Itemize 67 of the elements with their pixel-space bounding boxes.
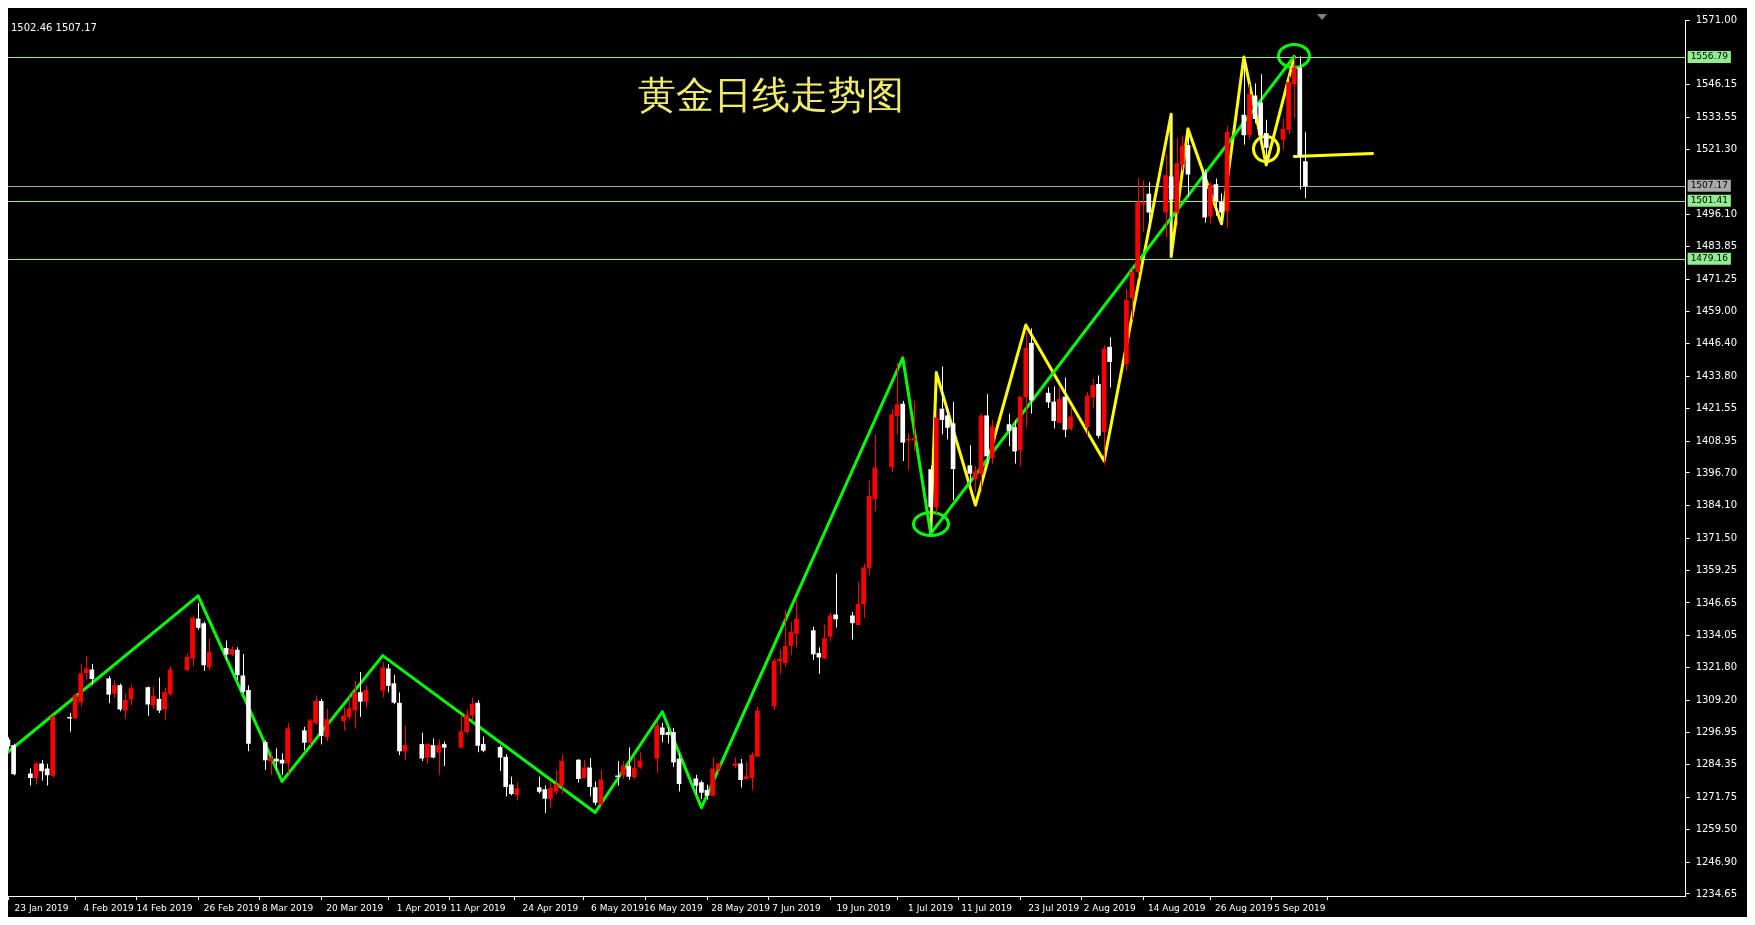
candlestick: [111, 680, 117, 698]
x-tick-label: 23 Jul 2019: [1028, 902, 1080, 913]
x-tick-label: 4 Feb 2019: [83, 902, 135, 913]
y-tick-label: 1533.55: [1695, 110, 1738, 122]
y-tick-label: 1246.90: [1695, 855, 1738, 867]
y-tick-label: 1396.70: [1695, 466, 1738, 478]
x-tick-label: 11 Apr 2019: [449, 902, 506, 913]
candlestick: [302, 726, 307, 751]
x-tick-label: 8 Mar 2019: [261, 902, 314, 913]
x-tick-label: 14 Aug 2019: [1147, 902, 1206, 913]
candlestick: [425, 743, 430, 765]
x-tick-label: 7 Jun 2019: [772, 902, 821, 913]
text: 黄金日线走势图: [638, 72, 905, 117]
y-tick-label: 1359.25: [1695, 563, 1738, 575]
y-tick-label: 1459.00: [1695, 304, 1738, 316]
ref-line-label: 1556.79: [1690, 51, 1729, 62]
y-tick-label: 1309.20: [1695, 693, 1738, 705]
x-tick-label: 20 Mar 2019: [326, 902, 384, 913]
y-tick-label: 1271.75: [1695, 791, 1738, 803]
candlestick: [151, 686, 156, 710]
y-tick-label: 1483.85: [1695, 240, 1738, 252]
y-tick-label: 1346.65: [1695, 596, 1738, 608]
x-tick-label: 28 May 2019: [711, 902, 771, 913]
x-tick-label: 24 Apr 2019: [522, 902, 579, 913]
y-tick-label: 1296.95: [1695, 725, 1738, 737]
x-tick-label: 5 Sep 2019: [1274, 902, 1326, 913]
y-tick-label: 1259.50: [1695, 823, 1738, 835]
y-tick-label: 1421.55: [1695, 401, 1738, 413]
candlestick: [833, 573, 838, 629]
candlestick: [419, 732, 425, 762]
y-tick-label: 1571.00: [1695, 13, 1738, 25]
ref-line-label: 1507.17: [1690, 180, 1728, 191]
x-tick-label: 1 Jul 2019: [908, 902, 954, 913]
x-tick-label: 26 Aug 2019: [1215, 902, 1273, 913]
candlestick: [28, 767, 33, 787]
x-tick-label: 19 Jun 2019: [836, 902, 891, 913]
x-tick-label: 23 Jan 2019: [14, 902, 69, 913]
y-tick-label: 1234.65: [1695, 887, 1738, 899]
annotation: 1502.46 1507.17: [11, 21, 97, 33]
candlestick: [357, 671, 363, 718]
y-tick-label: 1496.10: [1695, 208, 1738, 220]
y-tick-label: 1446.40: [1695, 337, 1738, 349]
candlestick: [436, 739, 441, 776]
candlestick: [441, 741, 447, 767]
ref-line-label: 1501.41: [1690, 195, 1728, 206]
x-tick-label: 1 Apr 2019: [396, 902, 448, 913]
y-tick-label: 1284.35: [1695, 758, 1738, 770]
x-tick-label: 2 Aug 2019: [1083, 902, 1136, 913]
x-tick-label: 11 Jul 2019: [961, 902, 1013, 913]
candlestick: [67, 712, 72, 733]
candlestick: [1068, 406, 1073, 432]
y-tick-label: 1384.10: [1695, 499, 1738, 511]
candlestick: [229, 645, 235, 657]
y-tick-label: 1546.15: [1695, 78, 1738, 90]
y-tick-label: 1408.95: [1695, 434, 1738, 446]
candlestick: [1219, 192, 1224, 226]
x-tick-label: 14 Feb 2019: [136, 902, 193, 913]
x-tick-label: 26 Feb 2019: [203, 902, 260, 913]
y-tick-label: 1521.30: [1695, 142, 1738, 154]
ref-line-label: 1479.16: [1690, 252, 1729, 263]
y-tick-label: 1371.50: [1695, 531, 1738, 543]
y-tick-label: 1433.80: [1695, 370, 1738, 382]
y-tick-label: 1334.05: [1695, 629, 1738, 641]
y-tick-label: 1321.80: [1695, 661, 1738, 673]
x-tick-label: 6 May 2019: [591, 902, 645, 913]
x-tick-label: 16 May 2019: [644, 902, 704, 913]
y-tick-label: 1471.25: [1695, 272, 1738, 284]
